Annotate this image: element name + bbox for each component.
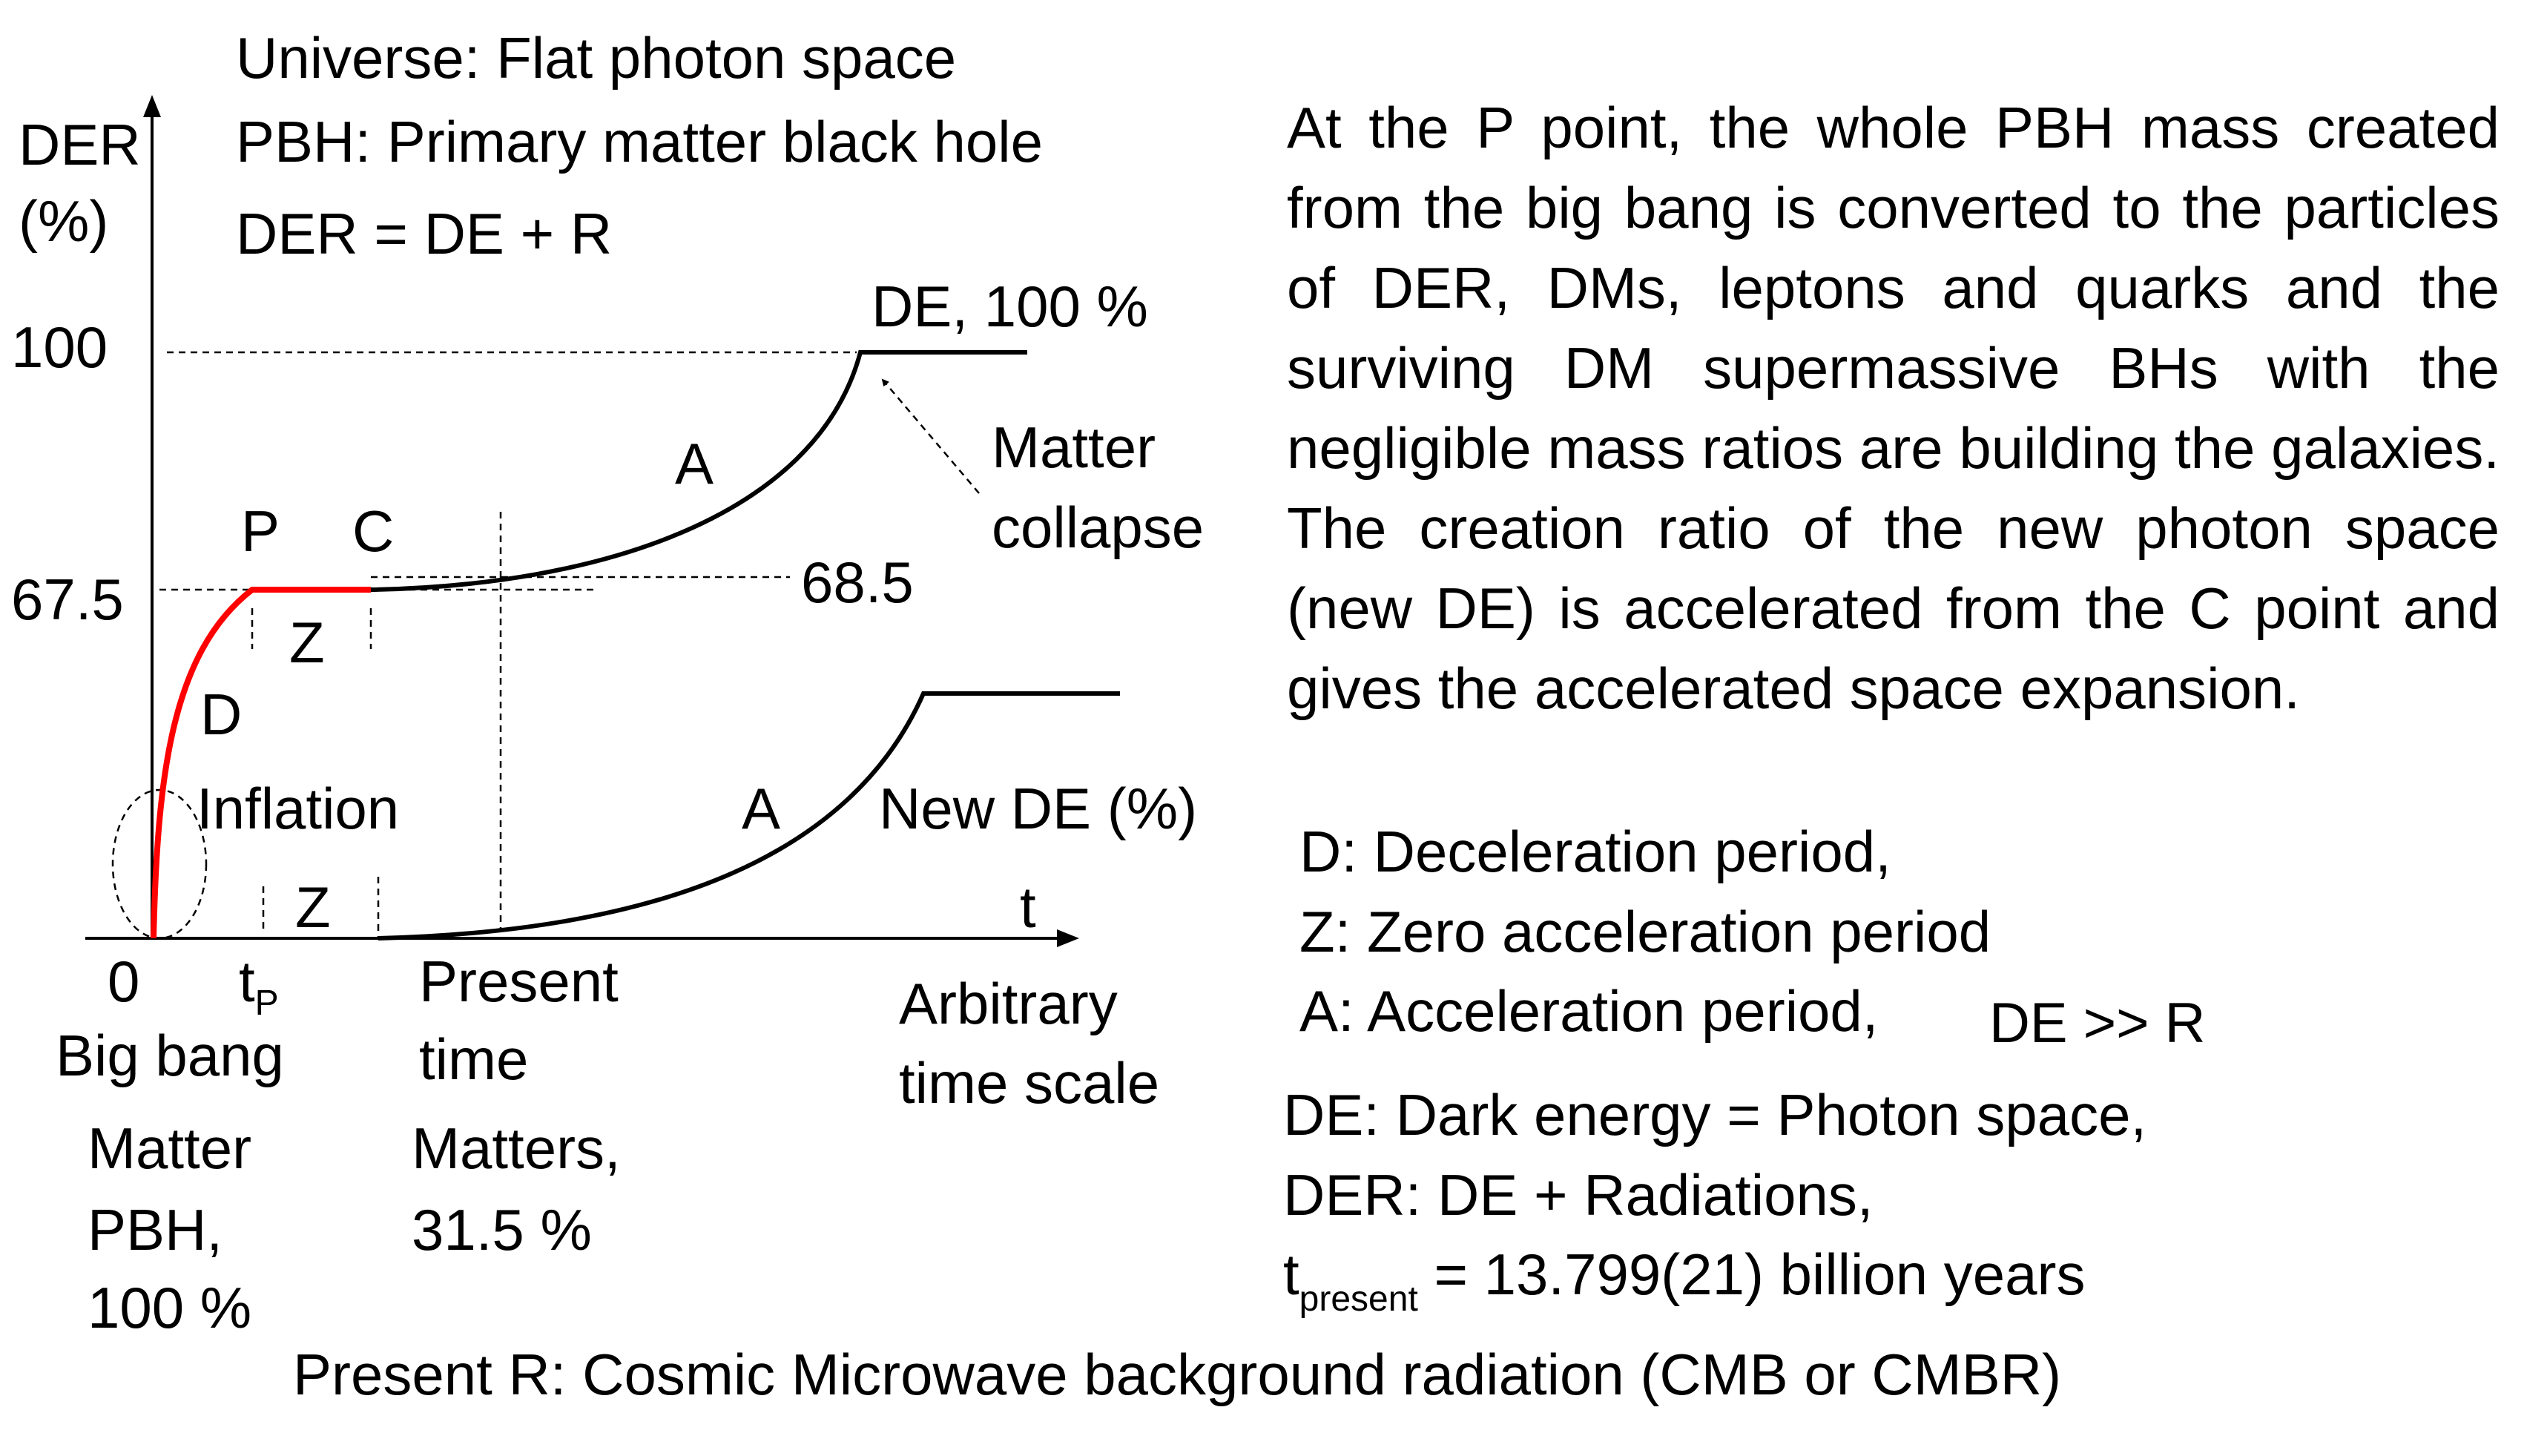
a-upper-label: A xyxy=(675,431,714,496)
matter-pbh-label-1: Matter xyxy=(88,1116,251,1181)
x-axis-arrow-icon xyxy=(1057,929,1079,947)
value-68-5-label: 68.5 xyxy=(801,550,914,615)
inflation-ellipse xyxy=(111,788,208,940)
y-tick-67-5: 67.5 xyxy=(11,567,124,632)
legend-de-gg-r: DE >> R xyxy=(1989,992,2205,1055)
z-upper-label: Z xyxy=(289,610,325,675)
definition-tpresent: tpresent = 13.799(21) billion years xyxy=(1283,1242,2086,1319)
present-time-label-1: Present xyxy=(419,949,619,1014)
footer-note: Present R: Cosmic Microwave background r… xyxy=(293,1342,2061,1407)
der-acceleration-curve xyxy=(370,350,1027,592)
pbh-title: PBH: Primary matter black hole xyxy=(236,109,1043,174)
arbitrary-time-label-1: Arbitrary xyxy=(899,971,1118,1036)
y-axis-label-der: DER xyxy=(19,112,141,177)
arbitrary-time-label-2: time scale xyxy=(899,1050,1159,1116)
matters-label-1: Matters, xyxy=(412,1116,621,1181)
matter-pbh-label-3: 100 % xyxy=(88,1275,251,1340)
de-100-label: DE, 100 % xyxy=(871,274,1148,339)
definition-de: DE: Dark energy = Photon space, xyxy=(1283,1082,2146,1147)
y-axis-label-percent: (%) xyxy=(19,188,108,254)
inflation-label: Inflation xyxy=(197,776,399,841)
definition-der: DER: DE + Radiations, xyxy=(1283,1162,1874,1228)
guide-lines xyxy=(159,351,980,938)
matter-collapse-label-1: Matter xyxy=(992,415,1156,480)
y-tick-100: 100 xyxy=(11,314,108,380)
der-definition: DER = DE + R xyxy=(236,201,612,266)
deceleration-curve xyxy=(151,587,371,939)
universe-title: Universe: Flat photon space xyxy=(236,25,956,90)
d-label: D xyxy=(200,682,242,747)
present-time-label-2: time xyxy=(419,1027,528,1092)
tp-label: tP xyxy=(239,949,279,1023)
legend-deceleration: D: Deceleration period, xyxy=(1299,819,1891,884)
new-de-label: New DE (%) xyxy=(879,776,1197,841)
a-lower-label: A xyxy=(742,776,780,841)
origin-label: 0 xyxy=(108,949,139,1014)
new-de-curve xyxy=(378,691,1120,941)
legend-zero-acceleration: Z: Zero acceleration period xyxy=(1299,899,1991,964)
matter-collapse-label-2: collapse xyxy=(992,495,1204,560)
matters-label-2: 31.5 % xyxy=(412,1197,592,1262)
z-lower-label: Z xyxy=(295,874,331,940)
y-axis-arrow-icon xyxy=(143,95,161,117)
x-axis-label-t: t xyxy=(1020,874,1036,940)
legend-acceleration: A: Acceleration period, xyxy=(1299,978,1878,1044)
point-p-label: P xyxy=(241,498,280,564)
big-bang-label: Big bang xyxy=(56,1023,284,1088)
point-c-label: C xyxy=(352,498,394,564)
matter-pbh-label-2: PBH, xyxy=(88,1197,223,1262)
explanation-paragraph: At the P point, the whole PBH mass creat… xyxy=(1287,95,2500,721)
